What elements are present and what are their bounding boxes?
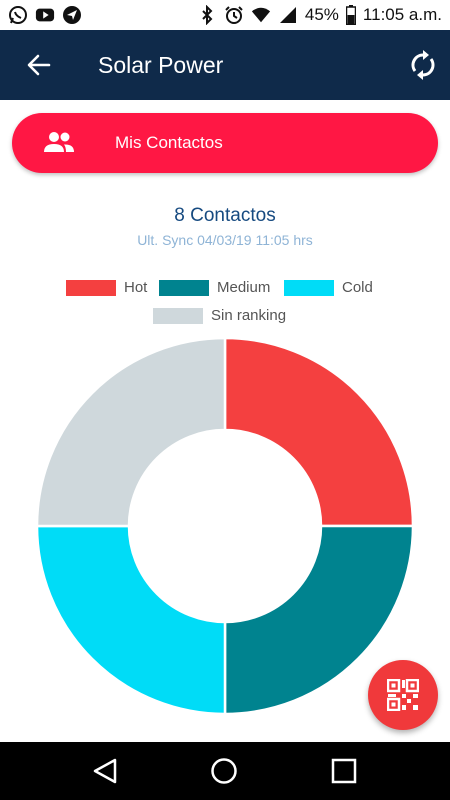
- clock: 11:05 a.m.: [362, 5, 442, 24]
- legend-swatch-hot: [66, 280, 116, 296]
- signal-icon: [278, 5, 298, 25]
- legend-item-cold[interactable]: Cold: [284, 278, 373, 298]
- home-circle-icon: [211, 758, 237, 784]
- back-button[interactable]: [24, 51, 54, 79]
- legend-item-sin-ranking[interactable]: Sin ranking: [153, 306, 286, 326]
- battery-icon: [345, 5, 356, 25]
- status-bar-left: [8, 5, 82, 25]
- legend-label-sin-ranking: Sin ranking: [211, 307, 287, 324]
- legend-label-medium: Medium: [217, 279, 271, 296]
- my-contacts-label: Mis Contactos: [115, 133, 223, 152]
- alarm-icon: [224, 5, 244, 25]
- sync-button[interactable]: [408, 49, 438, 81]
- donut-slice-medium[interactable]: [223, 524, 415, 716]
- whatsapp-icon: [8, 5, 28, 25]
- arrow-left-icon: [27, 54, 51, 76]
- last-sync-info: Ult. Sync 04/03/19 11:05 hrs: [137, 232, 313, 248]
- nav-back-button[interactable]: [88, 756, 122, 786]
- recents-square-icon: [331, 758, 357, 784]
- my-contacts-button[interactable]: Mis Contactos: [12, 113, 438, 173]
- nav-recents-button[interactable]: [327, 756, 361, 786]
- status-bar-right: 45% 11:05 a.m.: [197, 5, 442, 25]
- wifi-icon: [251, 5, 271, 25]
- legend-item-medium[interactable]: Medium: [159, 278, 270, 298]
- youtube-icon: [35, 5, 55, 25]
- page-title: Solar Power: [98, 52, 224, 78]
- contacts-count: 8 Contactos: [174, 205, 276, 226]
- legend-swatch-cold: [284, 280, 334, 296]
- qr-code-icon: [387, 679, 419, 711]
- nav-home-button[interactable]: [207, 756, 241, 786]
- battery-percent: 45%: [304, 5, 339, 24]
- back-triangle-icon: [93, 758, 117, 784]
- legend-swatch-medium: [159, 280, 209, 296]
- system-nav-bar: [0, 742, 450, 800]
- donut-slice-cold[interactable]: [35, 524, 227, 716]
- status-bar: 45% 11:05 a.m.: [0, 0, 450, 30]
- people-icon: [44, 132, 74, 152]
- donut-slice-hot[interactable]: [223, 336, 415, 528]
- qr-code-button[interactable]: [368, 660, 438, 730]
- legend-swatch-sin-ranking: [153, 308, 203, 324]
- sync-icon: [411, 50, 435, 80]
- legend-label-hot: Hot: [124, 279, 148, 296]
- app-bar: Solar Power: [0, 30, 450, 100]
- legend-label-cold: Cold: [342, 279, 373, 296]
- donut-chart: [35, 336, 415, 716]
- donut-slice-sin-ranking[interactable]: [35, 336, 227, 528]
- bluetooth-icon: [197, 5, 217, 25]
- telegram-icon: [62, 5, 82, 25]
- legend-item-hot[interactable]: Hot: [66, 278, 147, 298]
